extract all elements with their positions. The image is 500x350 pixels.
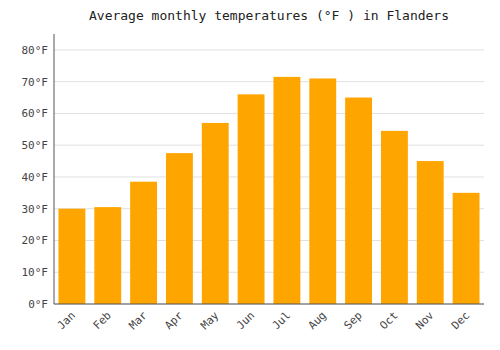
bar <box>94 207 121 304</box>
bar <box>238 94 265 304</box>
y-tick-label: 30°F <box>22 203 49 216</box>
x-tick-label: Aug <box>306 309 329 332</box>
x-axis-line <box>54 304 484 305</box>
y-tick-label: 10°F <box>22 266 49 279</box>
y-tick-label: 80°F <box>22 44 49 57</box>
y-tick-label: 50°F <box>22 139 49 152</box>
bar <box>166 153 193 304</box>
grid-line <box>54 113 484 114</box>
grid <box>54 50 484 304</box>
x-tick-label: Feb <box>91 309 114 332</box>
bar <box>130 182 157 304</box>
x-tick-label: Dec <box>449 309 472 332</box>
title: Average monthly temperatures (°F ) in Fl… <box>89 8 449 23</box>
grid-line <box>54 304 484 305</box>
chart-svg: Average monthly temperatures (°F ) in Fl… <box>0 0 500 350</box>
page: {"chart_data": {"type": "bar", "title": … <box>0 0 500 350</box>
x-tick-label: Nov <box>413 309 437 333</box>
bar <box>417 161 444 304</box>
bars <box>58 77 479 304</box>
y-tick-label: 60°F <box>22 107 49 120</box>
bar <box>273 77 300 304</box>
grid-line <box>54 49 484 50</box>
bar <box>453 193 480 304</box>
x-tick-label: Jan <box>55 309 78 332</box>
chart-container: Average monthly temperatures (°F ) in Fl… <box>0 0 500 350</box>
bar <box>58 209 85 304</box>
bar <box>381 131 408 304</box>
bar <box>309 78 336 304</box>
x-tick-label: May <box>198 309 222 333</box>
y-axis-line <box>54 34 55 304</box>
y-tick-label: 0°F <box>28 298 48 311</box>
x-tick-label: Oct <box>377 309 400 332</box>
x-tick-label: Sep <box>341 309 364 332</box>
bar <box>202 123 229 304</box>
y-tick-label: 70°F <box>22 76 49 89</box>
grid-line <box>54 145 484 146</box>
x-tick-label: Jun <box>234 309 257 332</box>
grid-line <box>54 81 484 82</box>
y-tick-label: 20°F <box>22 234 49 247</box>
y-tick-label: 40°F <box>22 171 49 184</box>
bar <box>345 98 372 304</box>
x-tick-label: Apr <box>162 309 186 333</box>
x-tick-label: Mar <box>126 309 150 333</box>
x-tick-label: Jul <box>270 309 293 332</box>
